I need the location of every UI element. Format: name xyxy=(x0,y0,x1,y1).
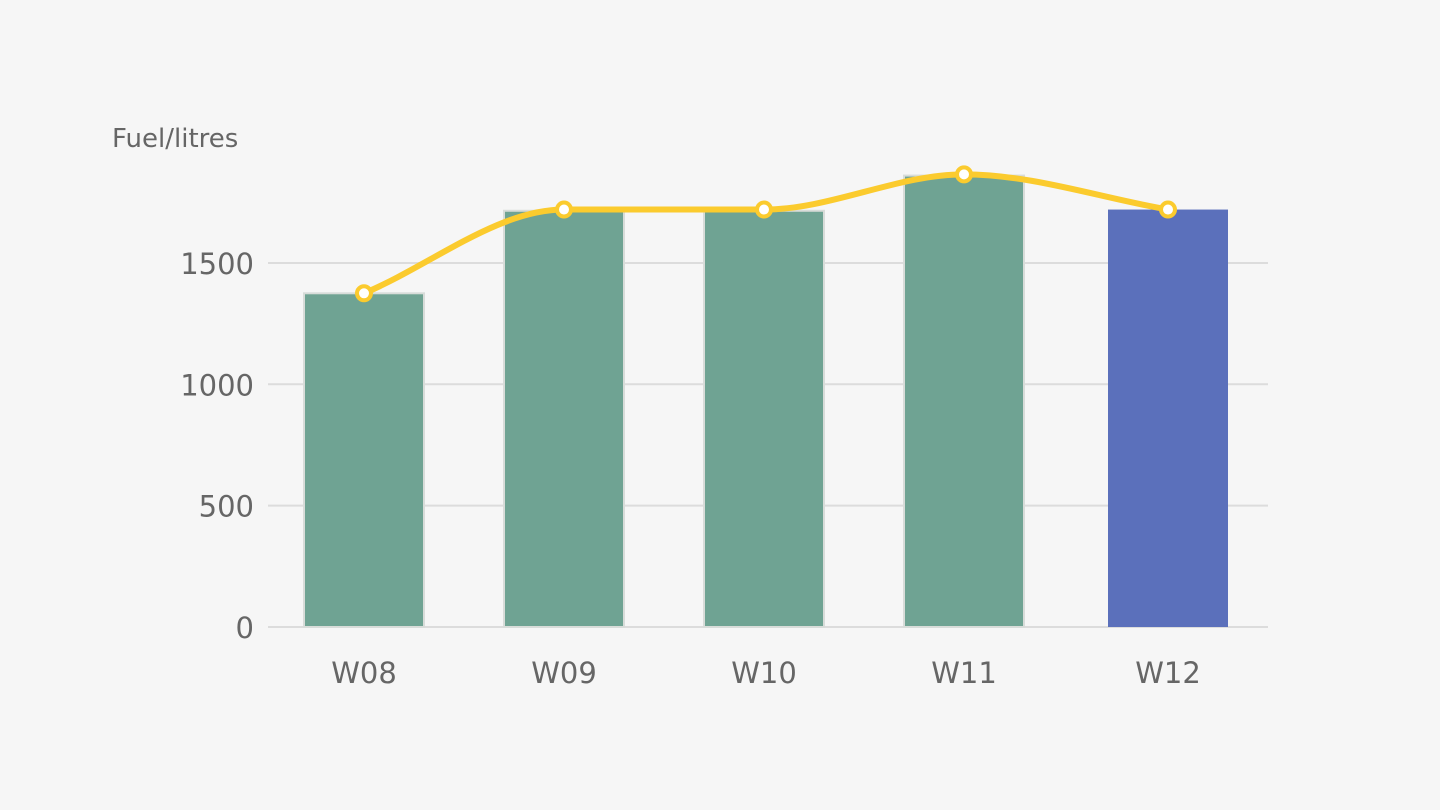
y-tick-label: 1000 xyxy=(180,368,254,402)
bar-w10 xyxy=(703,209,825,628)
x-tick-label: W08 xyxy=(331,656,397,690)
line-point-w11 xyxy=(955,165,973,184)
bars xyxy=(303,174,1228,628)
y-tick-label: 0 xyxy=(236,611,254,645)
line-point-w09 xyxy=(555,200,573,219)
trend-line xyxy=(355,165,1177,303)
bar-w11 xyxy=(903,174,1025,628)
y-axis-ticks: 0 500 1000 1500 xyxy=(180,247,254,645)
x-tick-label: W10 xyxy=(731,656,797,690)
line-point-w12 xyxy=(1159,200,1177,219)
line-point-w08 xyxy=(355,284,373,303)
x-tick-label: W09 xyxy=(531,656,597,690)
y-tick-label: 500 xyxy=(199,490,254,524)
x-tick-label: W12 xyxy=(1135,656,1201,690)
line-point-w10 xyxy=(755,200,773,219)
bar-w08 xyxy=(303,292,425,628)
bar-w09 xyxy=(503,209,625,628)
x-tick-label: W11 xyxy=(931,656,997,690)
x-axis-ticks: W08 W09 W10 W11 W12 xyxy=(331,656,1201,690)
y-tick-label: 1500 xyxy=(180,247,254,281)
bar-w12 xyxy=(1108,209,1228,627)
y-axis-label: Fuel/litres xyxy=(112,124,238,154)
